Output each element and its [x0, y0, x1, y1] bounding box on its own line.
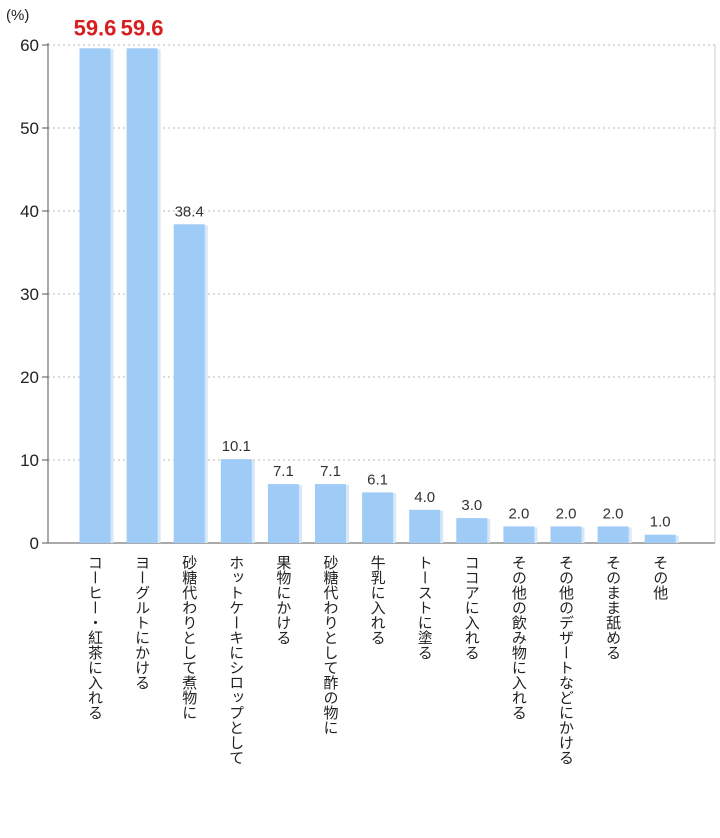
- category-label: 牛乳に入れる: [369, 555, 387, 645]
- category-label: トーストに塗る: [416, 555, 434, 660]
- y-tick-label: 20: [20, 368, 39, 387]
- category-label: その他: [651, 555, 669, 601]
- bar-value-label: 59.6: [121, 15, 164, 40]
- bar: [644, 534, 676, 543]
- bar-value-label: 10.1: [222, 438, 251, 455]
- y-tick-label: 50: [20, 119, 39, 138]
- bar: [267, 484, 299, 543]
- bar-value-label: 2.0: [603, 505, 624, 522]
- bar-value-label: 7.1: [273, 463, 294, 480]
- y-unit-label: (%): [6, 7, 29, 24]
- bar-value-label: 7.1: [320, 463, 341, 480]
- category-label: ホットケーキにシロップとして: [227, 555, 245, 765]
- y-tick-label: 30: [20, 285, 39, 304]
- category-labels: コーヒー・紅茶に入れる ヨーグルトにかける 砂糖代わりとして煮物に ホットケーキにシロ…: [86, 555, 669, 765]
- category-label: 砂糖代わりとして煮物に: [180, 555, 198, 720]
- bar: [220, 459, 252, 543]
- y-tick-label: 60: [20, 36, 39, 55]
- bar: [362, 492, 394, 543]
- y-tick-labels: 0 10 20 30 40 50 60: [20, 36, 39, 553]
- y-tick-label: 0: [30, 534, 39, 553]
- category-label: コーヒー・紅茶に入れる: [86, 555, 104, 720]
- bar: [79, 48, 111, 543]
- category-label: ココアに入れる: [463, 555, 481, 660]
- y-tick-label: 40: [20, 202, 39, 221]
- bar: [126, 48, 158, 543]
- category-label: その他の飲み物に入れる: [510, 555, 528, 720]
- bar: [173, 224, 205, 543]
- bar-value-label: 59.6: [74, 15, 117, 40]
- bar-value-label: 2.0: [556, 505, 577, 522]
- category-label: ヨーグルトにかける: [133, 555, 151, 690]
- bars: [79, 48, 679, 543]
- bar-value-label: 3.0: [461, 497, 482, 514]
- bar: [503, 526, 535, 543]
- bar-value-label: 1.0: [650, 514, 671, 531]
- bar-value-label: 6.1: [367, 471, 388, 488]
- bar-value-label: 2.0: [508, 505, 529, 522]
- category-label: 砂糖代わりとして酢の物に: [322, 555, 340, 735]
- bar: [597, 526, 629, 543]
- bar: [550, 526, 582, 543]
- bar-value-label: 4.0: [414, 489, 435, 506]
- category-label: そのまま舐める: [604, 555, 622, 660]
- bar-value-label: 38.4: [175, 203, 204, 220]
- category-label: その他のデザートなどにかける: [557, 555, 575, 765]
- y-tick-label: 10: [20, 451, 39, 470]
- bar: [456, 518, 488, 543]
- category-label: 果物にかける: [274, 555, 292, 645]
- bar: [409, 509, 441, 543]
- bar: [315, 484, 346, 543]
- value-labels: 59.6 59.6 38.4 10.1 7.1 7.1 6.1 4.0 3.0 2.0 2.0 2.0…: [74, 15, 671, 530]
